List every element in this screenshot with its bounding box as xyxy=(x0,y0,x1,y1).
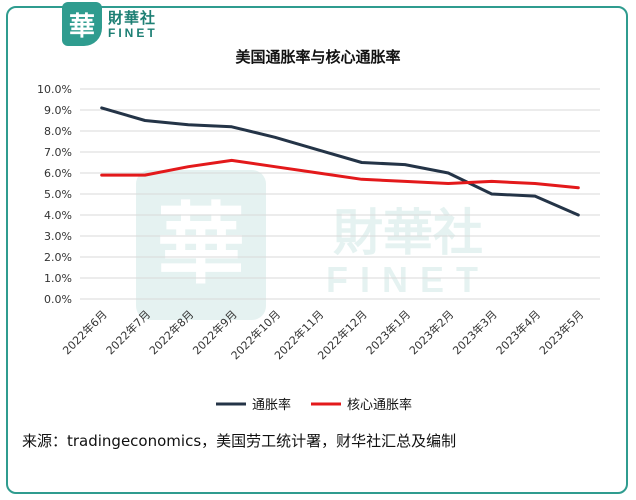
x-tick-label: 2023年5月 xyxy=(536,307,586,357)
watermark: 華 財華社 FINET xyxy=(136,170,490,320)
watermark-glyph: 華 xyxy=(157,192,245,296)
series-line-2 xyxy=(100,158,580,190)
watermark-cn: 財華社 xyxy=(333,204,483,262)
y-tick-label: 5.0% xyxy=(44,188,72,201)
y-tick-label: 8.0% xyxy=(44,125,72,138)
y-tick-label: 0.0% xyxy=(44,293,72,306)
y-tick-label: 10.0% xyxy=(37,83,72,96)
x-tick-label: 2022年6月 xyxy=(60,307,110,357)
x-tick-label: 2022年7月 xyxy=(103,307,153,357)
watermark-mark xyxy=(136,170,266,320)
y-tick-label: 7.0% xyxy=(44,146,72,159)
legend: 通胀率 核心通胀率 xyxy=(216,397,412,413)
y-tick-label: 3.0% xyxy=(44,230,72,243)
y-tick-label: 2.0% xyxy=(44,251,72,264)
y-tick-label: 6.0% xyxy=(44,167,72,180)
y-axis: 0.0% 1.0% 2.0% 3.0% 4.0% 5.0% 6.0% 7.0% 8.0% 9.0%… xyxy=(37,83,72,306)
y-tick-label: 1.0% xyxy=(44,272,72,285)
x-tick-label: 2023年1月 xyxy=(363,307,413,357)
y-tick-label: 9.0% xyxy=(44,104,72,117)
logo-chinese-text: 財華社 xyxy=(108,9,157,27)
y-tick-label: 4.0% xyxy=(44,209,72,222)
legend-label-2: 核心通胀率 xyxy=(347,397,412,413)
legend-label-1: 通胀率 xyxy=(252,397,291,413)
series-lines xyxy=(100,106,580,217)
chart-title: 美国通胀率与核心通胀率 xyxy=(235,48,401,66)
chart-frame xyxy=(6,6,628,494)
logo-english-text: FINET xyxy=(108,26,158,40)
logo-mark-icon: 華 xyxy=(62,2,102,46)
x-tick-label: 2023年4月 xyxy=(493,307,543,357)
series-line-1 xyxy=(100,106,580,217)
x-tick-label: 2023年3月 xyxy=(450,307,500,357)
x-tick-label: 2023年2月 xyxy=(406,307,456,357)
source-note: 来源：tradingeconomics，美国劳工统计署，财华社汇总及编制 xyxy=(22,432,457,450)
x-axis: 2022年6月2022年7月2022年8月2022年9月2022年10月2022… xyxy=(60,307,587,362)
watermark-en: FINET xyxy=(326,259,490,300)
